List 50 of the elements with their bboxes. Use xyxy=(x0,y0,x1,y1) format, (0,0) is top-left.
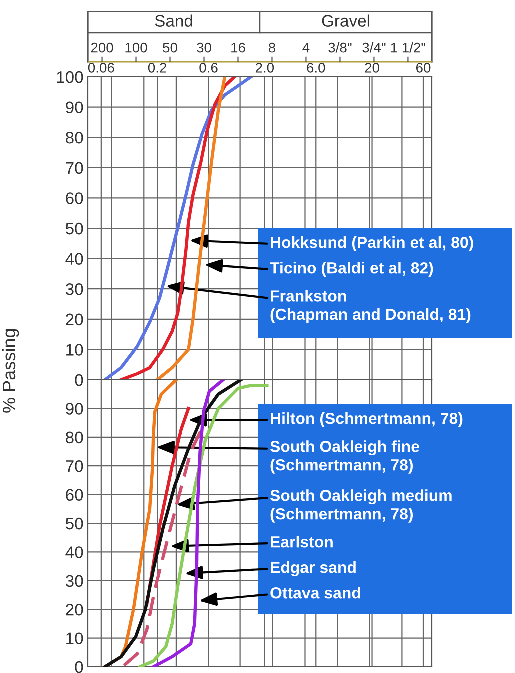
category-label: 3/4" xyxy=(362,42,386,53)
y-tick-label: 30 xyxy=(66,284,84,296)
y-tick-label: 100 xyxy=(57,71,84,84)
annotation: Hilton (Schmertmann, 78) xyxy=(271,412,463,428)
annotation: Edgar sand xyxy=(271,562,356,576)
x-tick-label: 20 xyxy=(365,63,380,73)
annotation: Ottava sand xyxy=(270,587,360,599)
annotation: South Oakleigh fine (Schmertmann, 78) xyxy=(270,440,420,474)
y-tick-label: 0 xyxy=(75,661,84,673)
annotation: Ticino (Baldi et al, 82) xyxy=(270,262,434,277)
y-tick-label: 40 xyxy=(66,253,84,266)
y-tick-label: 50 xyxy=(66,518,84,530)
y-tick-label: 70 xyxy=(66,460,84,472)
y-tick-label: 60 xyxy=(66,489,84,502)
x-tick-label: 0.6 xyxy=(200,63,218,73)
y-tick-label: 40 xyxy=(66,546,84,558)
category-label: 3/8" xyxy=(328,42,352,53)
x-tick-label: 0.06 xyxy=(88,63,114,73)
category-label: 50 xyxy=(163,42,178,53)
y-tick-label: 70 xyxy=(66,162,84,174)
annotation: Frankston (Chapman and Donald, 81) xyxy=(270,290,471,324)
text: Gravel xyxy=(322,14,370,27)
y-tick-label: 10 xyxy=(66,344,84,356)
annotation: Hokksund (Parkin et al, 80) xyxy=(271,236,474,252)
category-label: 16 xyxy=(232,42,246,53)
y-tick-label: 0 xyxy=(75,374,84,386)
category-label: 30 xyxy=(197,42,212,53)
x-tick-label: 2.0 xyxy=(256,63,274,73)
category-label: 200 xyxy=(91,42,114,53)
text: Sand xyxy=(155,14,192,27)
y-tick-label: 20 xyxy=(66,314,84,326)
x-tick-label: 6.0 xyxy=(307,63,326,73)
x-tick-label: 0.2 xyxy=(148,63,167,73)
y-tick-label: 80 xyxy=(66,432,84,444)
y-tick-label: 50 xyxy=(66,222,84,235)
annotation: Earlston xyxy=(271,536,333,548)
category-label: 8 xyxy=(268,42,276,53)
y-axis-title: % Passing xyxy=(2,329,20,413)
y-tick-label: 90 xyxy=(66,403,84,415)
category-label: 4 xyxy=(302,43,310,53)
category-label: 100 xyxy=(126,42,148,53)
y-tick-label: 90 xyxy=(66,102,84,114)
y-tick-label: 60 xyxy=(66,192,84,204)
y-tick-label: 30 xyxy=(66,575,84,588)
annotation: South Oakleigh medium (Schmertmann, 78) xyxy=(270,490,452,523)
y-tick-label: 10 xyxy=(66,632,84,645)
category-label: 1 1/2" xyxy=(391,42,426,53)
y-tick-label: 80 xyxy=(66,132,84,144)
y-tick-label: 20 xyxy=(66,604,84,616)
x-tick-label: 60 xyxy=(416,63,431,73)
